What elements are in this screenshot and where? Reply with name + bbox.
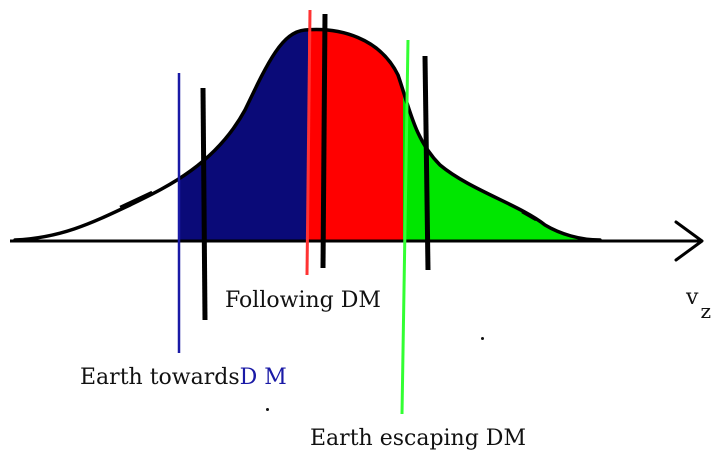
earth-towards-text: Earth towards (80, 365, 240, 390)
curve-tick-right (521, 210, 537, 222)
black-marker-2 (320, 13, 328, 269)
black-marker-1 (200, 87, 208, 321)
earth-towards-dm-label: Earth towardsD M (80, 367, 287, 389)
vz-axis-subscript: z (700, 299, 711, 323)
following-dm-label: Following DM (225, 288, 381, 313)
stray-dot-2 (266, 408, 269, 411)
earth-escaping-dm-label: Earth escaping DM (310, 426, 526, 451)
distribution-curve (13, 27, 602, 242)
black-marker-3 (422, 55, 431, 271)
following-dm-line (305, 9, 312, 276)
stray-dot-1 (481, 337, 484, 340)
earth-towards-dm-text: D M (239, 365, 287, 390)
vz-axis-symbol: v (686, 285, 699, 310)
curve-tick-left (119, 190, 153, 209)
earth-escaping-dm-line (400, 39, 410, 415)
vz-axis-label: vz (686, 285, 711, 322)
earth-escaping-dm-region (403, 29, 600, 242)
vz-axis-arrowhead (674, 220, 704, 262)
